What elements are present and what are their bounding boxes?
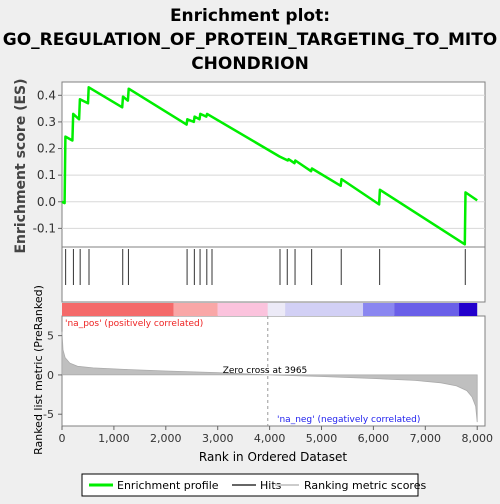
ranked-axis-label: Ranked list metric (PreRanked) <box>32 285 45 455</box>
es-y-tick-label: 0.1 <box>37 168 56 182</box>
chart-title-line-2: GO_REGULATION_OF_PROTEIN_TARGETING_TO_MI… <box>3 30 498 50</box>
ranked-metric-area-shape <box>61 331 478 423</box>
hits-panel <box>61 246 486 303</box>
chart-title-line-1: Enrichment plot: <box>170 6 330 26</box>
es-y-ticks: -0.1 0.0 0.1 0.2 0.3 0.4 <box>33 88 62 235</box>
ranking-color-bar <box>62 303 478 316</box>
x-axis-label: Rank in Ordered Dataset <box>199 450 347 464</box>
legend-hits-label: Hits <box>260 479 282 492</box>
enrichment-profile-line <box>61 86 478 246</box>
chart-title-line-3: CHONDRION <box>191 54 309 74</box>
enrichment-profile <box>61 86 478 246</box>
es-y-tick-label: 0.2 <box>37 142 56 156</box>
color-bar-segment <box>394 303 460 316</box>
legend-enrichment-label: Enrichment profile <box>117 479 219 492</box>
x-ticks: 0 1,000 2,000 3,000 4,000 5,000 6,000 7,000 8,00… <box>59 426 493 445</box>
color-bar-segment <box>217 303 268 316</box>
color-bar-segment <box>363 303 395 316</box>
x-tick-label: 6,000 <box>358 432 390 445</box>
color-bar-segment <box>173 303 218 316</box>
ranked-metric-area <box>61 316 478 426</box>
x-tick-label: 0 <box>59 432 66 445</box>
x-tick-label: 7,000 <box>410 432 442 445</box>
es-gridlines <box>62 94 485 229</box>
es-y-tick-label: 0.0 <box>37 195 56 209</box>
ranked-y-ticks: -5 0 5 <box>43 330 62 421</box>
x-tick-label: 2,000 <box>150 432 182 445</box>
color-bar-segment <box>285 303 364 316</box>
legend-ranking-label: Ranking metric scores <box>304 479 426 492</box>
x-tick-label: 3,000 <box>202 432 234 445</box>
x-tick-label: 1,000 <box>98 432 130 445</box>
x-tick-label: 4,000 <box>254 432 286 445</box>
x-tick-label: 5,000 <box>306 432 338 445</box>
x-tick-label: 8,000 <box>461 432 493 445</box>
color-bar-segment <box>459 303 478 316</box>
es-y-tick-label: 0.4 <box>37 88 56 102</box>
hit-markers <box>65 249 466 285</box>
ranked-y-tick-label: 0 <box>47 369 54 382</box>
es-panel <box>61 81 486 248</box>
zero-cross-label: Zero cross at 3965 <box>223 366 308 376</box>
color-bar-segment <box>267 303 286 316</box>
es-axis-label: Enrichment score (ES) <box>13 78 29 253</box>
neg-correlated-label: 'na_neg' (negatively correlated) <box>277 415 420 425</box>
ranked-y-tick-label: 5 <box>47 330 54 343</box>
es-y-tick-label: -0.1 <box>33 221 56 235</box>
color-bar-segment <box>62 303 174 316</box>
es-y-tick-label: 0.3 <box>37 115 56 129</box>
pos-correlated-label: 'na_pos' (positively correlated) <box>65 319 203 329</box>
ranked-y-tick-label: -5 <box>43 408 54 421</box>
